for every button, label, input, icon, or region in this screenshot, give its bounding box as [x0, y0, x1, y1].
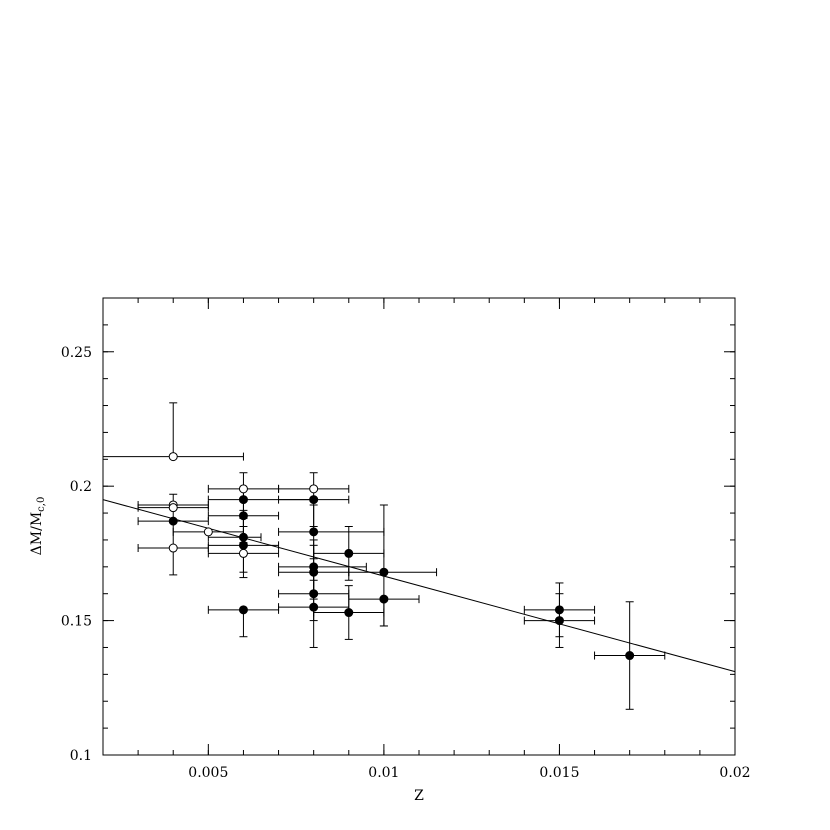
- filled-data-point: [344, 608, 354, 618]
- filled-data-point: [238, 495, 248, 505]
- filled-data-point: [309, 527, 319, 537]
- y-tick-label: 0.1: [70, 748, 92, 764]
- fit-line: [102, 499, 736, 673]
- error-bar: [348, 504, 438, 627]
- filled-data-point: [238, 540, 248, 550]
- open-data-point: [168, 503, 178, 513]
- open-data-point: [168, 452, 178, 462]
- filled-data-point: [168, 516, 178, 526]
- error-bars: [102, 402, 666, 710]
- plot-frame: [102, 297, 736, 756]
- filled-data-point: [238, 532, 248, 542]
- filled-data-point: [625, 651, 635, 661]
- open-data-point: [238, 548, 248, 558]
- x-tick-label: 0.01: [368, 765, 399, 781]
- open-data-point: [309, 484, 319, 494]
- filled-data-point: [344, 548, 354, 558]
- y-tick-label: 0.15: [61, 614, 92, 630]
- x-axis-label: Z: [414, 788, 424, 804]
- filled-data-point: [379, 594, 389, 604]
- filled-data-point: [238, 511, 248, 521]
- data-points: [168, 452, 635, 661]
- x-tick-label: 0.02: [719, 765, 750, 781]
- x-tick-label: 0.005: [188, 765, 228, 781]
- filled-data-point: [554, 605, 564, 615]
- error-bar: [207, 509, 262, 579]
- filled-data-point: [309, 602, 319, 612]
- filled-data-point: [238, 605, 248, 615]
- filled-data-point: [309, 567, 319, 577]
- open-data-point: [238, 484, 248, 494]
- y-axis-label-group: ΔM/Mc,0: [29, 497, 47, 556]
- tick-labels: 0.005 0.01 0.015 0.02 0.1 0.15 0.2 0.25: [61, 345, 751, 781]
- filled-data-point: [309, 495, 319, 505]
- filled-data-point: [554, 616, 564, 626]
- x-tick-label: 0.015: [539, 765, 579, 781]
- filled-data-point: [309, 589, 319, 599]
- y-axis-label: ΔM/Mc,0: [29, 497, 47, 556]
- open-data-point: [203, 527, 213, 537]
- y-tick-label: 0.2: [70, 479, 92, 495]
- filled-data-point: [379, 567, 389, 577]
- fit-line-group: [102, 499, 736, 673]
- error-bar: [102, 402, 244, 461]
- y-axis-label-subscript: c,0: [36, 497, 47, 512]
- open-data-point: [168, 543, 178, 553]
- error-bar: [278, 539, 367, 595]
- y-axis-label-main: ΔM/M: [29, 512, 45, 556]
- axis-ticks: [102, 297, 736, 756]
- error-bar: [278, 504, 385, 560]
- y-tick-label: 0.25: [61, 345, 92, 361]
